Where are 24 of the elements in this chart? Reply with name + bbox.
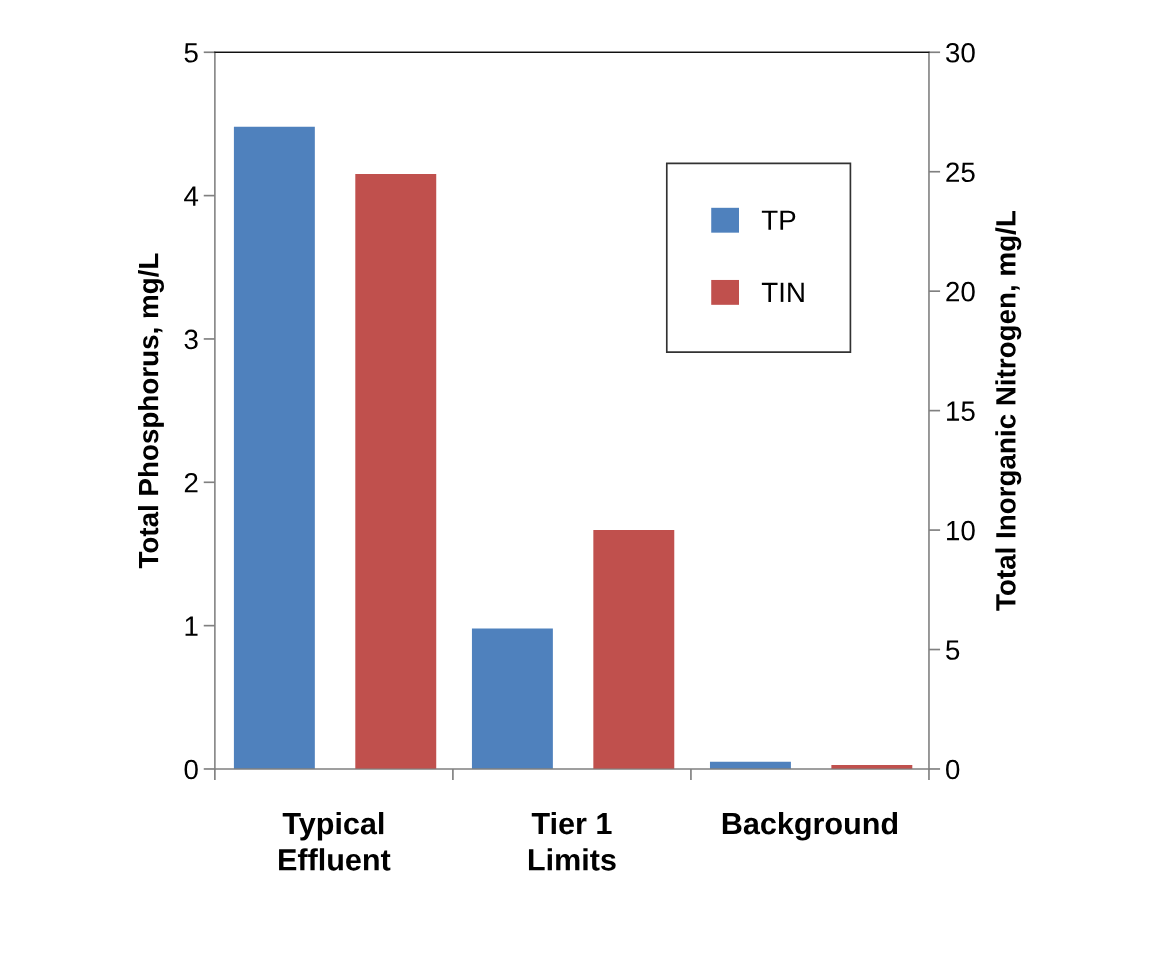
- x-tick-label: Tier 1 Limits: [528, 811, 616, 871]
- bar: [355, 174, 437, 769]
- y2-tick-label: 20: [946, 281, 975, 302]
- bar: [593, 530, 675, 769]
- y2-tick-label: 30: [946, 42, 975, 63]
- bar: [471, 628, 553, 769]
- legend-label: TP: [761, 210, 796, 230]
- y2-axis-title: Total Inorganic Nitrogen, mg/L: [995, 211, 1022, 611]
- y2-tick-label: 15: [947, 401, 975, 421]
- y2-tick-label: 0: [946, 759, 960, 780]
- y2-tick-label: 5: [946, 640, 960, 660]
- y2-tick-label: 10: [947, 520, 975, 541]
- y2-tick-label: 25: [946, 162, 975, 183]
- y-tick-label: 1: [185, 616, 198, 636]
- y-axis-title: Total Phosphorus, mg/L: [137, 253, 164, 569]
- legend-label: TIN: [761, 282, 804, 302]
- x-tick-label: Typical Effluent: [279, 811, 391, 871]
- y-tick-label: 0: [184, 759, 198, 780]
- x-tick-label: Background: [722, 811, 898, 841]
- y-tick-label: 4: [184, 186, 199, 206]
- y-tick-label: 2: [184, 472, 198, 493]
- bar: [233, 126, 315, 769]
- y-tick-label: 3: [184, 329, 198, 350]
- y-tick-label: 5: [184, 43, 198, 63]
